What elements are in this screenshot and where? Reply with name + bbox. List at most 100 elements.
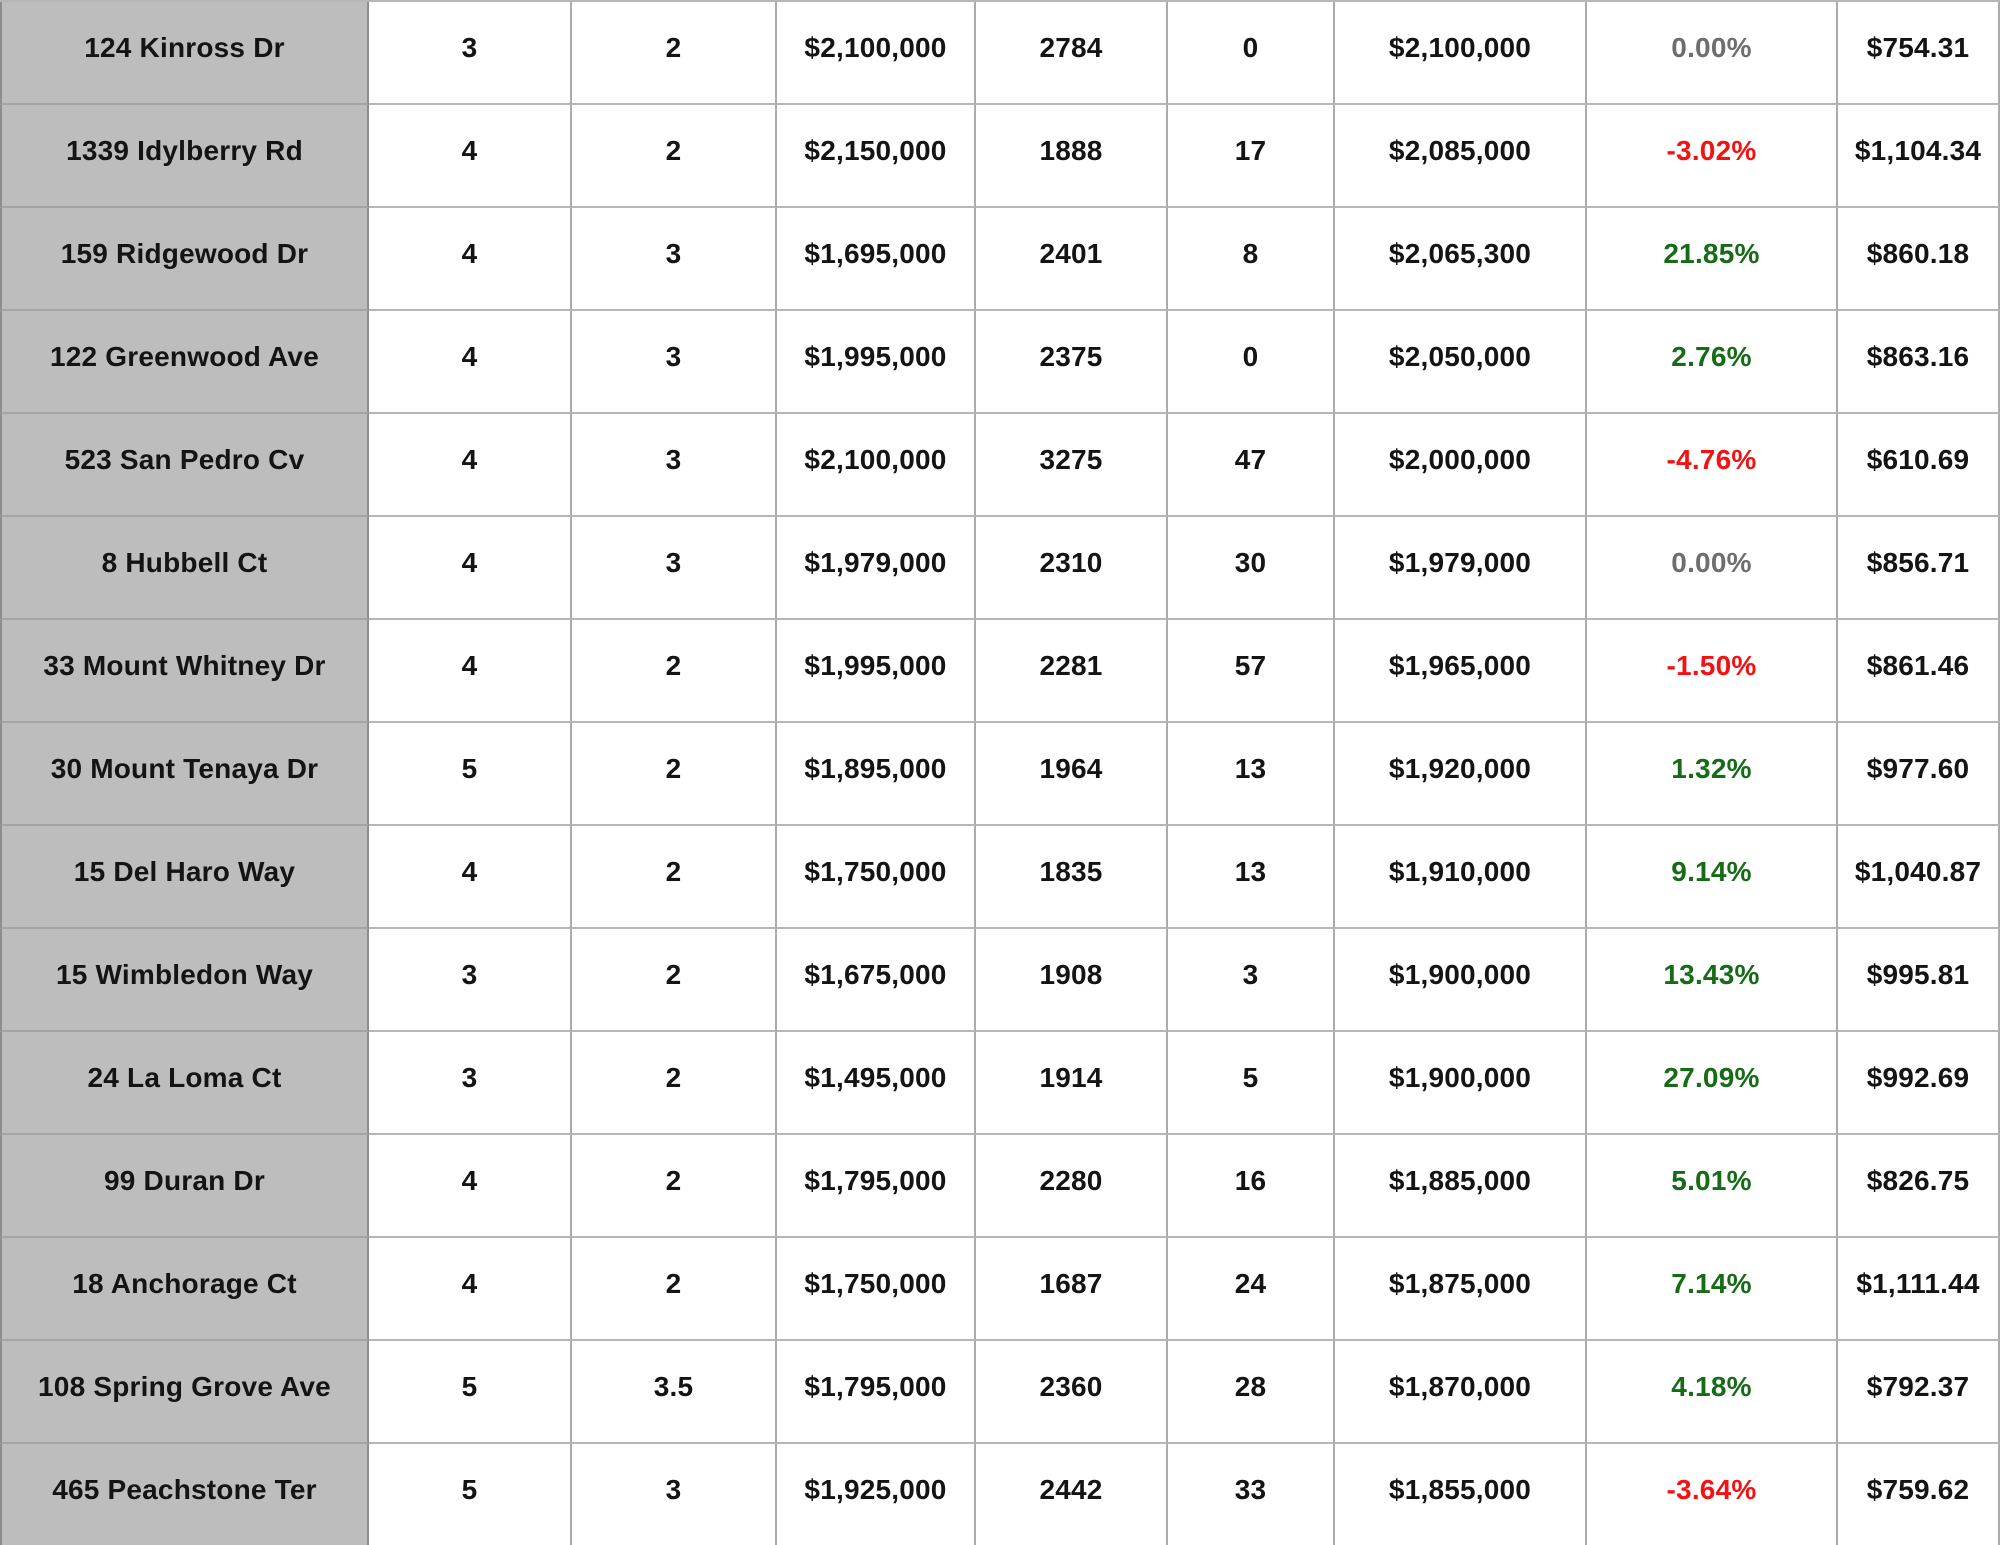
cell-pct-change[interactable]: -3.64% [1587,1444,1838,1545]
cell-days-on-market[interactable]: 0 [1168,311,1335,414]
cell-address[interactable]: 30 Mount Tenaya Dr [0,723,369,826]
cell-price-per-sqft[interactable]: $1,111.44 [1838,1238,2000,1341]
cell-sale-price[interactable]: $2,000,000 [1335,414,1587,517]
cell-pct-change[interactable]: 2.76% [1587,311,1838,414]
cell-baths[interactable]: 2 [572,620,777,723]
cell-days-on-market[interactable]: 33 [1168,1444,1335,1545]
cell-pct-change[interactable]: 1.32% [1587,723,1838,826]
cell-price-per-sqft[interactable]: $995.81 [1838,929,2000,1032]
cell-beds[interactable]: 4 [369,208,572,311]
cell-beds[interactable]: 4 [369,311,572,414]
cell-sqft[interactable]: 2375 [976,311,1168,414]
cell-beds[interactable]: 4 [369,517,572,620]
cell-price-per-sqft[interactable]: $1,104.34 [1838,105,2000,208]
cell-address[interactable]: 18 Anchorage Ct [0,1238,369,1341]
cell-baths[interactable]: 3 [572,1444,777,1545]
cell-baths[interactable]: 3 [572,517,777,620]
cell-beds[interactable]: 4 [369,414,572,517]
cell-sqft[interactable]: 2784 [976,2,1168,105]
cell-sale-price[interactable]: $1,875,000 [1335,1238,1587,1341]
cell-sqft[interactable]: 2310 [976,517,1168,620]
cell-sqft[interactable]: 2401 [976,208,1168,311]
cell-sqft[interactable]: 1914 [976,1032,1168,1135]
cell-beds[interactable]: 3 [369,929,572,1032]
cell-address[interactable]: 33 Mount Whitney Dr [0,620,369,723]
cell-price-per-sqft[interactable]: $826.75 [1838,1135,2000,1238]
cell-list-price[interactable]: $1,795,000 [777,1341,976,1444]
cell-days-on-market[interactable]: 28 [1168,1341,1335,1444]
cell-days-on-market[interactable]: 0 [1168,2,1335,105]
cell-beds[interactable]: 4 [369,620,572,723]
cell-list-price[interactable]: $1,695,000 [777,208,976,311]
cell-price-per-sqft[interactable]: $977.60 [1838,723,2000,826]
cell-sale-price[interactable]: $1,965,000 [1335,620,1587,723]
cell-price-per-sqft[interactable]: $792.37 [1838,1341,2000,1444]
cell-address[interactable]: 1339 Idylberry Rd [0,105,369,208]
cell-sale-price[interactable]: $2,050,000 [1335,311,1587,414]
cell-baths[interactable]: 2 [572,1032,777,1135]
cell-address[interactable]: 24 La Loma Ct [0,1032,369,1135]
cell-baths[interactable]: 2 [572,1135,777,1238]
cell-price-per-sqft[interactable]: $1,040.87 [1838,826,2000,929]
cell-days-on-market[interactable]: 30 [1168,517,1335,620]
cell-baths[interactable]: 3 [572,414,777,517]
cell-sale-price[interactable]: $1,900,000 [1335,929,1587,1032]
cell-sqft[interactable]: 2360 [976,1341,1168,1444]
cell-list-price[interactable]: $2,100,000 [777,414,976,517]
cell-beds[interactable]: 5 [369,1444,572,1545]
cell-pct-change[interactable]: -1.50% [1587,620,1838,723]
cell-address[interactable]: 122 Greenwood Ave [0,311,369,414]
cell-list-price[interactable]: $1,795,000 [777,1135,976,1238]
cell-sale-price[interactable]: $1,979,000 [1335,517,1587,620]
cell-baths[interactable]: 2 [572,105,777,208]
cell-days-on-market[interactable]: 8 [1168,208,1335,311]
cell-beds[interactable]: 3 [369,2,572,105]
cell-baths[interactable]: 2 [572,826,777,929]
cell-sale-price[interactable]: $1,920,000 [1335,723,1587,826]
cell-address[interactable]: 15 Del Haro Way [0,826,369,929]
cell-baths[interactable]: 2 [572,2,777,105]
cell-list-price[interactable]: $1,995,000 [777,311,976,414]
cell-list-price[interactable]: $1,495,000 [777,1032,976,1135]
cell-baths[interactable]: 2 [572,1238,777,1341]
cell-days-on-market[interactable]: 13 [1168,826,1335,929]
cell-price-per-sqft[interactable]: $610.69 [1838,414,2000,517]
cell-sqft[interactable]: 1964 [976,723,1168,826]
cell-list-price[interactable]: $1,750,000 [777,826,976,929]
cell-list-price[interactable]: $2,100,000 [777,2,976,105]
cell-beds[interactable]: 3 [369,1032,572,1135]
cell-baths[interactable]: 2 [572,723,777,826]
cell-days-on-market[interactable]: 57 [1168,620,1335,723]
cell-list-price[interactable]: $1,675,000 [777,929,976,1032]
cell-price-per-sqft[interactable]: $856.71 [1838,517,2000,620]
cell-address[interactable]: 8 Hubbell Ct [0,517,369,620]
cell-sqft[interactable]: 3275 [976,414,1168,517]
cell-pct-change[interactable]: 21.85% [1587,208,1838,311]
cell-list-price[interactable]: $1,979,000 [777,517,976,620]
cell-days-on-market[interactable]: 24 [1168,1238,1335,1341]
cell-days-on-market[interactable]: 5 [1168,1032,1335,1135]
cell-pct-change[interactable]: 27.09% [1587,1032,1838,1135]
cell-sale-price[interactable]: $1,870,000 [1335,1341,1587,1444]
cell-list-price[interactable]: $1,995,000 [777,620,976,723]
cell-list-price[interactable]: $1,895,000 [777,723,976,826]
cell-baths[interactable]: 3.5 [572,1341,777,1444]
cell-sqft[interactable]: 1687 [976,1238,1168,1341]
cell-list-price[interactable]: $1,750,000 [777,1238,976,1341]
cell-pct-change[interactable]: 5.01% [1587,1135,1838,1238]
cell-address[interactable]: 108 Spring Grove Ave [0,1341,369,1444]
cell-list-price[interactable]: $1,925,000 [777,1444,976,1545]
cell-beds[interactable]: 4 [369,1135,572,1238]
cell-pct-change[interactable]: 9.14% [1587,826,1838,929]
cell-price-per-sqft[interactable]: $754.31 [1838,2,2000,105]
cell-beds[interactable]: 5 [369,1341,572,1444]
cell-beds[interactable]: 4 [369,1238,572,1341]
cell-price-per-sqft[interactable]: $863.16 [1838,311,2000,414]
cell-sqft[interactable]: 1888 [976,105,1168,208]
cell-days-on-market[interactable]: 16 [1168,1135,1335,1238]
cell-sale-price[interactable]: $1,855,000 [1335,1444,1587,1545]
cell-pct-change[interactable]: -4.76% [1587,414,1838,517]
cell-days-on-market[interactable]: 17 [1168,105,1335,208]
cell-baths[interactable]: 3 [572,208,777,311]
cell-baths[interactable]: 2 [572,929,777,1032]
